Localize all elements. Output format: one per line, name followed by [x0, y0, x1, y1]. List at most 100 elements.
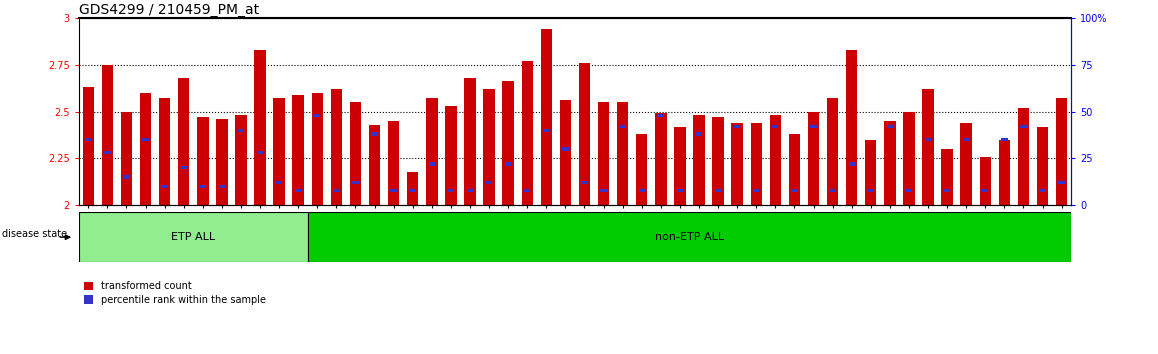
Text: non-ETP ALL: non-ETP ALL — [655, 232, 724, 242]
Bar — [1040, 189, 1046, 192]
Bar — [1018, 108, 1029, 205]
Bar — [276, 181, 283, 184]
Text: GDS4299 / 210459_PM_at: GDS4299 / 210459_PM_at — [79, 3, 259, 17]
Bar — [86, 138, 91, 141]
Bar — [753, 189, 760, 192]
Bar — [694, 115, 705, 205]
Bar — [350, 102, 361, 205]
Bar — [505, 162, 512, 166]
Bar — [827, 98, 838, 205]
Bar — [314, 114, 321, 117]
Bar — [770, 115, 780, 205]
Text: ETP ALL: ETP ALL — [171, 232, 215, 242]
Bar — [887, 125, 893, 128]
Bar — [676, 189, 683, 192]
Bar — [563, 147, 569, 151]
Bar — [123, 176, 130, 179]
Bar — [941, 149, 953, 205]
Bar — [998, 139, 1010, 205]
Bar — [483, 89, 494, 205]
Bar — [388, 121, 400, 205]
Bar — [849, 162, 855, 166]
Bar — [906, 189, 913, 192]
Bar — [617, 102, 629, 205]
Bar — [867, 189, 874, 192]
Bar — [829, 189, 836, 192]
Bar — [235, 115, 247, 205]
Bar — [197, 117, 208, 205]
Bar — [598, 102, 609, 205]
Bar — [79, 212, 308, 262]
Bar — [334, 189, 339, 192]
Bar — [445, 106, 456, 205]
Bar — [503, 81, 514, 205]
Bar — [257, 151, 263, 154]
Bar — [903, 112, 915, 205]
Bar — [791, 189, 798, 192]
Bar — [178, 78, 190, 205]
Bar — [674, 126, 686, 205]
Text: disease state: disease state — [2, 229, 67, 239]
Bar — [82, 87, 94, 205]
Bar — [732, 123, 743, 205]
Bar — [636, 134, 647, 205]
Bar — [102, 65, 113, 205]
Bar — [963, 138, 969, 141]
Bar — [521, 61, 533, 205]
Bar — [712, 117, 724, 205]
Bar — [140, 93, 152, 205]
Bar — [789, 134, 800, 205]
Bar — [922, 89, 933, 205]
Bar — [1058, 181, 1064, 184]
Bar — [464, 78, 476, 205]
Bar — [579, 63, 591, 205]
Bar — [104, 151, 110, 154]
Bar — [237, 129, 244, 132]
Bar — [846, 50, 857, 205]
Bar — [331, 89, 342, 205]
Bar — [960, 123, 972, 205]
Bar — [543, 129, 549, 132]
Bar — [159, 98, 170, 205]
Bar — [219, 185, 225, 188]
Bar — [559, 100, 571, 205]
Bar — [980, 156, 991, 205]
Bar — [369, 125, 380, 205]
Bar — [406, 172, 418, 205]
Bar — [772, 125, 778, 128]
Legend: transformed count, percentile rank within the sample: transformed count, percentile rank withi… — [83, 281, 266, 305]
Bar — [467, 189, 474, 192]
Bar — [217, 119, 228, 205]
Bar — [1056, 98, 1068, 205]
Bar — [372, 132, 378, 136]
Bar — [390, 189, 397, 192]
Bar — [1020, 125, 1027, 128]
Bar — [255, 50, 266, 205]
Bar — [944, 189, 951, 192]
Bar — [734, 125, 740, 128]
Bar — [295, 189, 301, 192]
Bar — [181, 166, 186, 170]
Bar — [120, 112, 132, 205]
Bar — [620, 125, 625, 128]
Bar — [601, 189, 607, 192]
Bar — [581, 181, 587, 184]
Bar — [865, 139, 877, 205]
Bar — [541, 29, 552, 205]
Bar — [714, 189, 721, 192]
Bar — [982, 189, 989, 192]
Bar — [273, 98, 285, 205]
Bar — [750, 123, 762, 205]
Bar — [884, 121, 895, 205]
Bar — [142, 138, 148, 141]
Bar — [199, 185, 206, 188]
Bar — [293, 95, 303, 205]
Bar — [428, 162, 435, 166]
Bar — [161, 185, 168, 188]
Bar — [308, 212, 1071, 262]
Bar — [811, 125, 816, 128]
Bar — [655, 113, 667, 205]
Bar — [525, 189, 530, 192]
Bar — [352, 181, 359, 184]
Bar — [1002, 138, 1007, 141]
